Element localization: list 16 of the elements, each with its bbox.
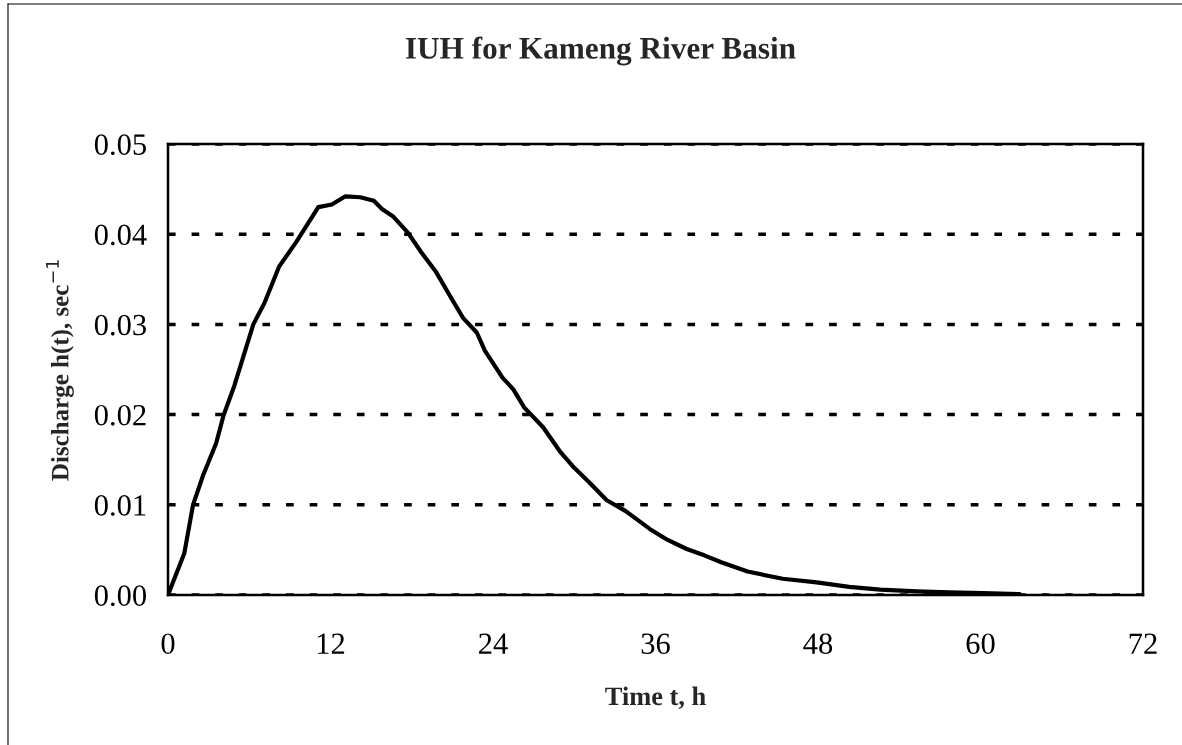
x-tick-label: 12 bbox=[317, 633, 345, 654]
y-tick-label: 0.03 bbox=[94, 314, 146, 336]
y-tick-label: 0.04 bbox=[94, 224, 147, 246]
x-tick-label: 72 bbox=[1129, 633, 1157, 654]
y-tick-label: 0.02 bbox=[94, 404, 146, 426]
y-tick-label: 0.05 bbox=[94, 134, 146, 156]
y-axis-title: Discharge h(t), sec$^{−1}$ bbox=[46, 260, 74, 481]
y-tick-label: 0.00 bbox=[94, 585, 146, 607]
x-tick-label: 60 bbox=[966, 633, 995, 654]
x-tick-label: 36 bbox=[641, 633, 670, 654]
y-tick-label: 0.01 bbox=[94, 495, 146, 516]
x-tick-label: 0 bbox=[161, 633, 175, 654]
x-axis-title: Time t, h bbox=[605, 686, 706, 709]
x-tick-label: 24 bbox=[479, 633, 508, 654]
chart-title: IUH for Kameng River Basin bbox=[405, 36, 796, 66]
x-tick-label: 48 bbox=[803, 633, 833, 654]
